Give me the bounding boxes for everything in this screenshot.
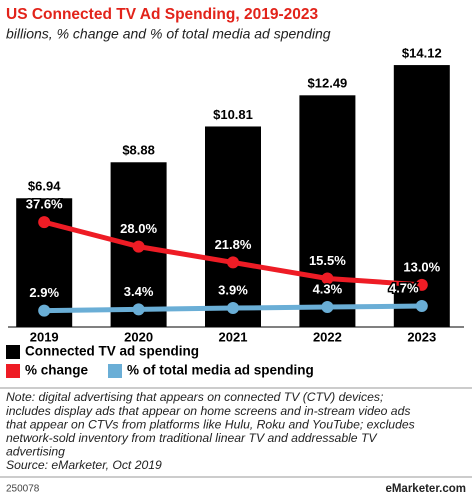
line-value-label: 21.8% [215, 237, 252, 252]
legend-swatch [6, 345, 20, 359]
line-value-label: 28.0% [120, 221, 157, 236]
chart-subtitle: billions, % change and % of total media … [6, 26, 331, 42]
note-line: Note: digital advertising that appears o… [6, 390, 383, 404]
legend-label: Connected TV ad spending [25, 344, 199, 359]
bar-value-label: $6.94 [28, 179, 61, 194]
line-point [38, 216, 51, 229]
source: Source: eMarketer, Oct 2019 [6, 458, 162, 472]
line-value-label: 3.4% [124, 284, 154, 299]
legend-swatch [108, 364, 122, 378]
line-value-label: 15.5% [309, 253, 346, 268]
x-tick-label: 2022 [313, 329, 342, 344]
note-line: includes display ads that appear on home… [6, 404, 410, 418]
line-value-label: 13.0% [403, 259, 440, 274]
bar-value-label: $14.12 [402, 46, 442, 61]
bar [299, 95, 356, 327]
bar-value-label: $8.88 [122, 143, 155, 158]
line-value-label: 2.9% [29, 285, 59, 300]
line-point [132, 303, 145, 316]
line-value-label: 3.9% [218, 282, 248, 297]
line-point [132, 240, 145, 253]
x-tick-label: 2021 [219, 329, 248, 344]
line-point [227, 256, 239, 269]
bar-value-label: $10.81 [213, 107, 253, 122]
line-point [321, 272, 334, 285]
bar [205, 126, 261, 327]
line-point [415, 300, 428, 313]
note-line: network-sold inventory from traditional … [6, 431, 378, 445]
line-point [415, 278, 428, 291]
note-line: that appear on CTVs from platforms like … [6, 417, 415, 431]
legend-label: % of total media ad spending [127, 363, 314, 378]
line-value-label: 4.3% [313, 281, 343, 296]
chart-title: US Connected TV Ad Spending, 2019-2023 [6, 6, 318, 23]
chart-id: 250078 [6, 484, 40, 495]
line-value-label: 37.6% [26, 197, 63, 212]
x-tick-label: 2023 [407, 329, 436, 344]
line-point [321, 301, 334, 314]
brand: eMarketer.com [385, 483, 466, 495]
note-line: advertising [6, 445, 65, 459]
x-tick-label: 2020 [124, 329, 153, 344]
line-point [227, 302, 239, 315]
line-value-label: 4.7% [389, 280, 419, 295]
legend-swatch [6, 364, 20, 378]
x-tick-label: 2019 [30, 329, 59, 344]
line-point [38, 304, 51, 317]
legend-label: % change [25, 363, 89, 378]
bar-value-label: $12.49 [308, 76, 348, 91]
